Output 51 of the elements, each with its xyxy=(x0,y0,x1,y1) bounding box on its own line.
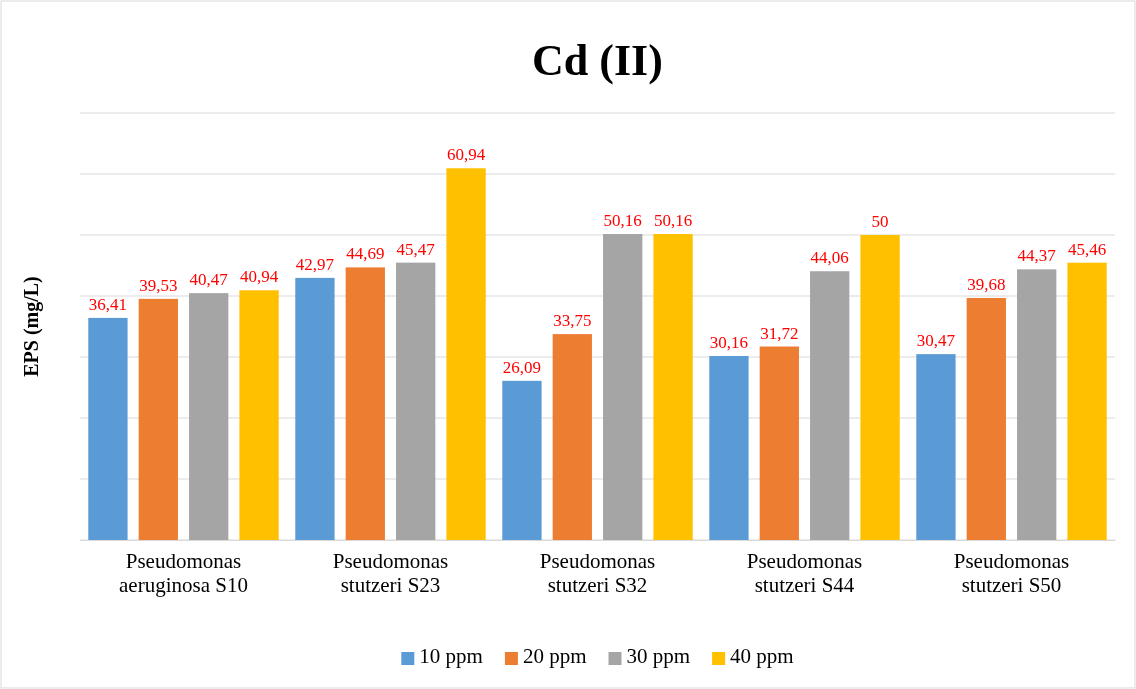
data-label: 50,16 xyxy=(603,211,642,231)
x-tick-label: Pseudomonas stutzeri S32 xyxy=(539,549,656,598)
data-label: 44,69 xyxy=(346,244,385,264)
data-label: 40,47 xyxy=(189,270,229,290)
bar xyxy=(810,271,850,540)
bar xyxy=(446,168,486,540)
data-label: 45,47 xyxy=(396,239,436,259)
legend-label: 20 ppm xyxy=(522,644,587,668)
data-label: 50 xyxy=(871,212,889,231)
x-tick-label: Pseudomonas aeruginosa S10 xyxy=(119,549,248,598)
data-label: 33,75 xyxy=(553,311,592,331)
bar xyxy=(239,290,279,540)
bar xyxy=(138,298,178,540)
data-label: 44,37 xyxy=(1017,246,1057,266)
data-label: 30,16 xyxy=(709,333,749,353)
bar xyxy=(295,277,335,540)
bar xyxy=(552,334,592,540)
x-tick-label: Pseudomonas stutzeri S50 xyxy=(953,549,1070,598)
data-label: 39,53 xyxy=(139,275,178,295)
bar xyxy=(1017,269,1057,540)
data-label: 30,47 xyxy=(916,331,956,351)
bar xyxy=(916,354,956,540)
data-label: 50,16 xyxy=(653,211,693,231)
legend-label: 30 ppm xyxy=(626,644,691,668)
bar xyxy=(966,297,1006,540)
data-label: 42,97 xyxy=(295,254,335,274)
bar xyxy=(345,267,385,540)
chart-title: Cd (II) xyxy=(532,36,663,85)
legend-label: 10 ppm xyxy=(419,644,483,668)
data-label: 39,68 xyxy=(967,274,1006,294)
bar xyxy=(189,293,229,540)
x-tick-label: Pseudomonas stutzeri S44 xyxy=(746,549,863,598)
bar xyxy=(653,234,693,540)
data-label: 45,46 xyxy=(1067,239,1107,259)
data-label: 26,09 xyxy=(502,357,542,377)
data-label: 60,94 xyxy=(446,145,486,165)
x-tick-label: Pseudomonas stutzeri S23 xyxy=(332,549,449,598)
bar xyxy=(396,262,436,540)
y-axis-title: EPS (mg/L) xyxy=(20,276,43,377)
bar xyxy=(759,346,799,540)
data-label: 40,94 xyxy=(239,267,279,287)
data-label: 44,06 xyxy=(810,248,849,268)
bar xyxy=(1067,262,1107,540)
legend-label: 40 ppm xyxy=(730,644,794,668)
bar xyxy=(502,380,542,540)
bar xyxy=(709,356,749,540)
bar xyxy=(603,234,643,540)
bar xyxy=(88,317,128,540)
bar xyxy=(860,235,900,540)
data-label: 36,41 xyxy=(88,294,128,314)
data-label: 31,72 xyxy=(760,323,799,343)
